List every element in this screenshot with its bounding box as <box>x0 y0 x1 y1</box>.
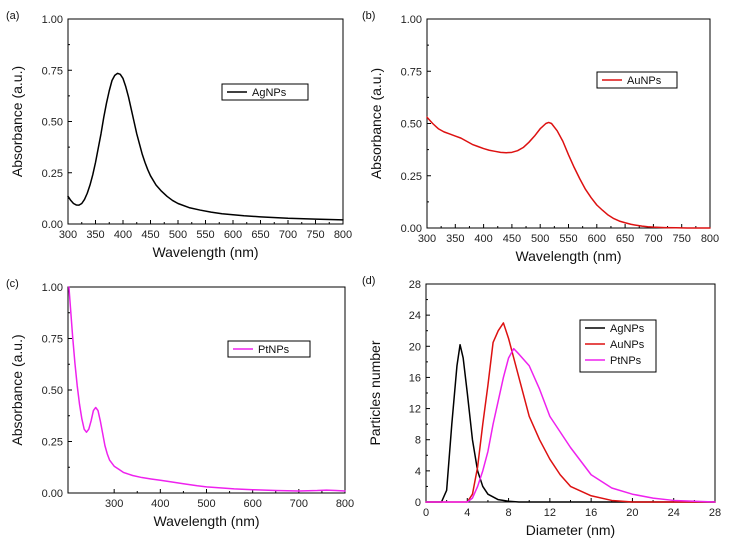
x-tick-label: 300 <box>418 233 436 245</box>
legend-label: PtNPs <box>610 355 642 367</box>
x-tick-label: 800 <box>336 498 354 510</box>
y-tick-label: 0.75 <box>42 65 63 77</box>
x-tick-label: 300 <box>105 498 123 510</box>
x-axis-title: Wavelength (nm) <box>153 513 259 529</box>
legend-label: AgNPs <box>252 87 287 99</box>
x-tick-label: 650 <box>616 233 634 245</box>
y-tick-label: 0.50 <box>42 385 63 397</box>
legend-label: AuNPs <box>627 75 662 87</box>
y-tick-label: 1.00 <box>42 282 63 294</box>
y-tick-label: 0 <box>415 497 421 509</box>
x-tick-label: 20 <box>626 507 638 519</box>
panel-label: (c) <box>6 278 19 290</box>
plot-frame <box>426 18 711 229</box>
x-tick-label: 800 <box>701 233 719 245</box>
y-tick-label: 0.75 <box>42 334 63 346</box>
panel-label: (a) <box>6 10 19 22</box>
x-tick-label: 550 <box>559 233 577 245</box>
x-tick-label: 600 <box>588 233 606 245</box>
y-tick-label: 0.75 <box>401 66 422 78</box>
x-tick-label: 700 <box>290 498 308 510</box>
y-tick-label: 24 <box>409 310 421 322</box>
x-tick-label: 28 <box>709 507 721 519</box>
legend-box <box>596 71 678 89</box>
series-line-agnps <box>425 343 716 503</box>
panel-2: (b) 300 350 400 450 500 550 600 650 700 750 800 0.00… <box>362 10 719 264</box>
x-tick-label: 700 <box>644 233 662 245</box>
panel-label: (d) <box>362 275 375 287</box>
x-tick-label: 400 <box>474 233 492 245</box>
x-tick-label: 800 <box>334 229 352 241</box>
x-tick-label: 450 <box>503 233 521 245</box>
y-tick-label: 0.50 <box>401 119 422 131</box>
y-tick-label: 20 <box>409 341 421 353</box>
x-tick-label: 8 <box>506 507 512 519</box>
x-tick-label: 12 <box>544 507 556 519</box>
y-tick-label: 0.50 <box>42 117 63 129</box>
x-tick-label: 350 <box>446 233 464 245</box>
series-line-ptnps <box>68 286 346 492</box>
x-tick-label: 750 <box>306 229 324 241</box>
x-tick-label: 300 <box>59 229 77 241</box>
y-tick-label: 28 <box>409 279 421 291</box>
y-tick-label: 12 <box>409 404 421 416</box>
x-tick-label: 500 <box>197 498 215 510</box>
series-line-aunps <box>425 322 716 503</box>
panel-label: (b) <box>362 10 375 22</box>
y-tick-label: 0.00 <box>42 488 63 500</box>
y-tick-label: 0.00 <box>401 223 422 235</box>
x-tick-label: 600 <box>243 498 261 510</box>
legend-label: PtNPs <box>258 344 290 356</box>
y-tick-label: 0.25 <box>401 171 422 183</box>
x-tick-label: 400 <box>151 498 169 510</box>
series-line-agnps <box>67 72 344 221</box>
panel-3: (c) 300 400 500 600 700 800 0.00 0.25 0.50 0.75 1.0… <box>6 278 354 529</box>
x-tick-label: 550 <box>196 229 214 241</box>
x-axis-title: Diameter (nm) <box>526 522 615 538</box>
x-tick-label: 0 <box>423 507 429 519</box>
x-axis-title: Wavelength (nm) <box>515 248 621 264</box>
y-tick-label: 1.00 <box>401 14 422 26</box>
plot-frame <box>67 286 346 494</box>
x-tick-label: 500 <box>169 229 187 241</box>
y-tick-label: 0.00 <box>42 219 63 231</box>
y-tick-label: 16 <box>409 372 421 384</box>
series-line-ptnps <box>425 347 716 503</box>
x-tick-label: 24 <box>668 507 680 519</box>
legend-box <box>221 83 309 101</box>
panel-1: (a) 300 350 400 450 500 550 600 650 700 750 800 0.00… <box>6 10 352 260</box>
y-axis-title: Particles number <box>367 340 383 445</box>
panel-4: (d) 0 4 8 12 16 20 24 28 0 4 8 12 16 20 24 28 Diameter (n… <box>362 275 721 538</box>
y-tick-label: 0.25 <box>42 437 63 449</box>
y-axis-title: Absorbance (a.u.) <box>9 66 25 177</box>
x-tick-label: 400 <box>114 229 132 241</box>
x-axis-title: Wavelength (nm) <box>152 244 258 260</box>
legend-label: AgNPs <box>610 323 645 335</box>
x-tick-label: 16 <box>585 507 597 519</box>
legend-box <box>227 340 311 358</box>
plot-frame <box>67 18 344 225</box>
y-tick-label: 8 <box>415 435 421 447</box>
x-tick-label: 4 <box>464 507 470 519</box>
x-tick-label: 450 <box>141 229 159 241</box>
series-line-aunps <box>426 116 711 229</box>
x-tick-label: 500 <box>531 233 549 245</box>
legend-label: AuNPs <box>610 339 645 351</box>
y-axis-title: Absorbance (a.u.) <box>9 334 25 445</box>
x-tick-label: 600 <box>224 229 242 241</box>
y-axis-title: Absorbance (a.u.) <box>368 68 384 179</box>
plot-frame <box>425 283 716 503</box>
x-tick-label: 350 <box>86 229 104 241</box>
y-tick-label: 1.00 <box>42 14 63 26</box>
x-tick-label: 750 <box>673 233 691 245</box>
y-tick-label: 0.25 <box>42 168 63 180</box>
x-tick-label: 650 <box>251 229 269 241</box>
y-tick-label: 4 <box>415 466 421 478</box>
x-tick-label: 700 <box>279 229 297 241</box>
